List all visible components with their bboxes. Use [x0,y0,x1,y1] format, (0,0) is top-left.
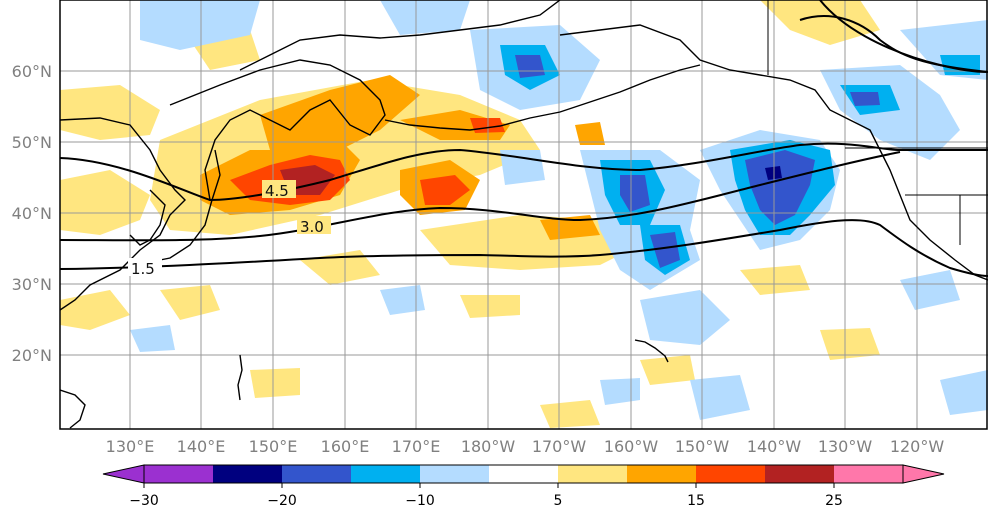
contour-line-3p0 [60,151,901,242]
colorbar-segment-4 [351,465,420,483]
kamchatka-okhotsk-coastline [169,59,386,201]
lon-label-160w: 160°W [604,437,659,456]
colorbar-segment-8 [627,465,696,483]
colorbar-segment-10 [765,465,834,483]
colorbar-right-arrow [902,464,945,484]
map-field: 4.5 3.0 1.5 [60,0,988,429]
colorbar-segment-9 [696,465,765,483]
colorbar-label-25: 25 [825,493,843,509]
colorbar-segment-2 [213,465,282,483]
lon-label-130w: 130°W [818,437,873,456]
siberia-coastline [239,0,561,71]
colorbar-segment-6 [489,465,558,483]
longitude-labels: 130°E 140°E 150°E 160°E 170°E 180°W 170°… [106,437,945,456]
colorbar: −30 −20 −10 5 15 25 [102,464,945,509]
lat-label-60n: 60°N [12,62,52,81]
mariana-islands [237,354,243,401]
contour-line-upper-2 [799,15,988,73]
contour-labels: 4.5 3.0 1.5 [128,180,331,278]
contour-label-4p5: 4.5 [265,182,289,200]
lat-label-50n: 50°N [12,133,52,152]
colorbar-segment-7 [558,465,627,483]
colorbar-label-m10: −10 [405,493,435,509]
lon-label-120w: 120°W [890,437,945,456]
colorbar-label-m20: −20 [267,493,297,509]
asia-coastline [60,117,186,311]
lon-label-150e: 150°E [249,437,298,456]
lon-label-130e: 130°E [106,437,155,456]
contour-lines [60,0,988,277]
colorbar-segment-5 [420,465,489,483]
map-frame [59,0,988,430]
colorbar-segment-1 [144,465,213,483]
colorbar-frame [143,464,904,484]
contour-label-3p0: 3.0 [300,218,324,236]
alaska-coastline [559,24,988,281]
contour-line-4p5 [60,142,988,202]
aleutian-islands [384,64,701,131]
contour-label-1p5: 1.5 [131,260,155,278]
lon-label-140w: 140°W [747,437,802,456]
colorbar-label-15: 15 [687,493,705,509]
colorbar-segment-3 [282,465,351,483]
contour-line-1p5 [60,219,988,277]
lat-label-30n: 30°N [12,275,52,294]
philippines-coastline [60,389,86,429]
lon-label-170w: 170°W [532,437,587,456]
colorbar-left-arrow [102,464,145,484]
colorbar-label-m30: −30 [129,493,159,509]
lon-label-150w: 150°W [675,437,730,456]
korea-coastline [129,189,166,246]
gridlines [60,0,988,429]
latitude-labels: 60°N 50°N 40°N 30°N 20°N [12,62,52,365]
lat-label-40n: 40°N [12,204,52,223]
political-borders [767,0,988,245]
colorbar-ticks [143,483,835,488]
coastlines [60,0,988,429]
colorbar-label-5: 5 [554,493,563,509]
lon-label-170e: 170°E [392,437,441,456]
lon-label-140e: 140°E [177,437,226,456]
lat-label-20n: 20°N [12,346,52,365]
lon-label-160e: 160°E [321,437,370,456]
negative-anomaly-strong [515,55,880,268]
hawaii-islands [634,339,669,363]
lon-label-180w: 180°W [461,437,516,456]
colorbar-segment-11 [834,465,903,483]
